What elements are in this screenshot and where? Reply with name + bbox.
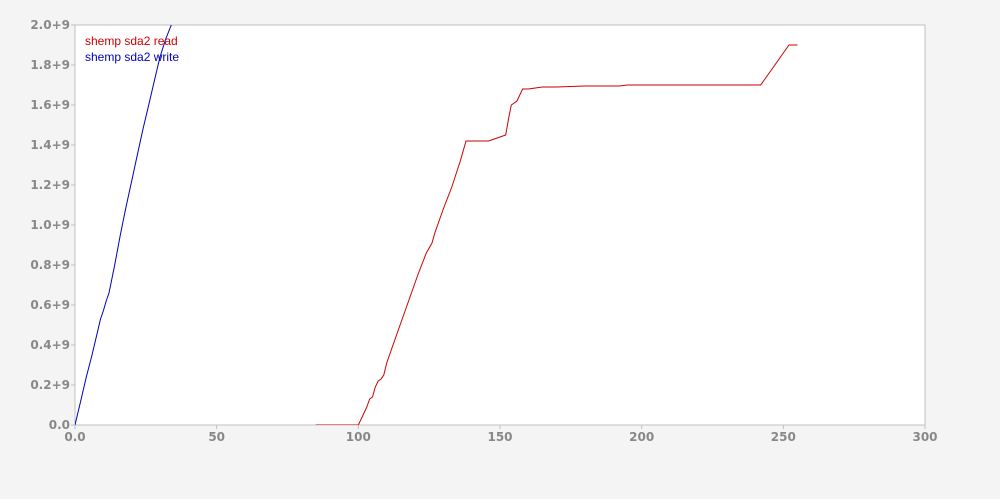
y-axis-ticks: 0.0 0.2+9 0.4+9 0.6+9 0.8+9 1.0+9 1.2+9 1.4+9 1.… xyxy=(30,18,75,432)
series-line-0 xyxy=(315,44,798,425)
y-tick-label: 0.6+9 xyxy=(30,298,70,312)
y-tick-label: 0.0 xyxy=(49,418,70,432)
legend-entry-write: shemp sda2 write xyxy=(85,50,179,64)
x-tick-label: 150 xyxy=(487,430,512,444)
y-tick-label: 1.6+9 xyxy=(30,98,70,112)
y-tick-label: 0.2+9 xyxy=(30,378,70,392)
y-tick-label: 1.8+9 xyxy=(30,58,70,72)
legend-entry-read: shemp sda2 read xyxy=(85,34,178,48)
y-tick-label: 0.4+9 xyxy=(30,338,70,352)
x-tick-label: 300 xyxy=(912,430,937,444)
y-tick-label: 1.2+9 xyxy=(30,178,70,192)
x-tick-label: 50 xyxy=(208,430,225,444)
y-tick-label: 1.0+9 xyxy=(30,218,70,232)
plot-area xyxy=(74,24,926,426)
legend: shemp sda2 read shemp sda2 write xyxy=(85,34,179,64)
series-line-1 xyxy=(75,25,172,425)
x-tick-label: 200 xyxy=(629,430,654,444)
y-tick-label: 2.0+9 xyxy=(30,18,70,32)
y-tick-label: 1.4+9 xyxy=(30,138,70,152)
x-tick-label: 250 xyxy=(771,430,796,444)
series-layer xyxy=(75,25,798,425)
y-tick-label: 0.8+9 xyxy=(30,258,70,272)
x-axis-ticks: 0.0 50 100 150 200 250 300 xyxy=(64,425,938,444)
x-tick-label: 100 xyxy=(346,430,371,444)
x-tick-label: 0.0 xyxy=(64,430,85,444)
